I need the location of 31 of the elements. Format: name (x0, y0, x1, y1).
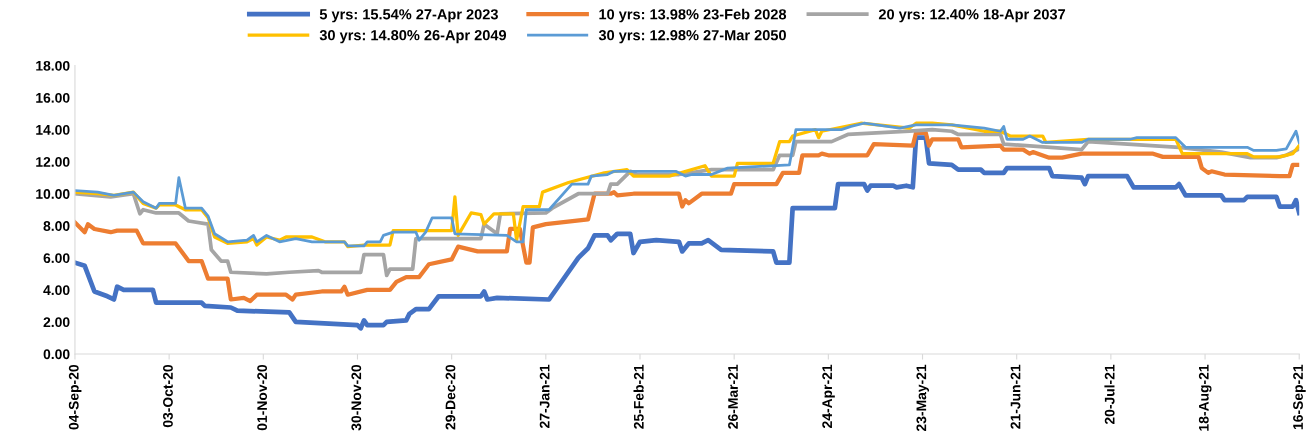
x-tick-label: 30-Nov-20 (351, 364, 362, 431)
y-tick-label: 14.00 (36, 124, 70, 135)
x-tick-label: 23-May-21 (916, 364, 929, 432)
x-tick-label: 21-Jun-21 (1010, 364, 1021, 429)
y-tick-label: 18.00 (36, 60, 70, 71)
x-tick-label: 04-Sep-20 (68, 364, 82, 430)
y-tick-label: 2.00 (43, 317, 70, 328)
x-tick-label: 03-Oct-20 (163, 364, 173, 428)
legend-label: 30 yrs: 12.98% 27-Mar 2050 (598, 30, 786, 44)
legend-label: 10 yrs: 13.98% 23-Feb 2028 (599, 8, 787, 23)
y-tick-label: 0.00 (43, 349, 70, 360)
x-tick-label: 20-Jul-21 (1104, 364, 1115, 425)
y-tick-label: 10.00 (36, 189, 70, 199)
x-tick-label: 26-Mar-21 (728, 364, 738, 429)
x-tick-label: 29-Dec-20 (445, 364, 456, 430)
x-tick-label: 18-Aug-21 (1198, 364, 1212, 431)
legend-label: 5 yrs: 15.54% 27-Apr 2023 (319, 9, 498, 23)
legend-label: 30 yrs: 14.80% 26-Apr 2049 (319, 30, 507, 44)
x-tick-label: 25-Feb-21 (633, 364, 644, 429)
y-tick-label: 12.00 (36, 157, 70, 167)
y-tick-label: 8.00 (43, 221, 70, 231)
y-tick-label: 4.00 (43, 285, 70, 296)
x-tick-label: 01-Nov-20 (257, 364, 268, 431)
legend-label: 20 yrs: 12.40% 18-Apr 2037 (878, 9, 1066, 23)
x-tick-label: 16-Sep-21 (1293, 364, 1306, 430)
x-tick-label: 24-Apr-21 (822, 364, 835, 428)
line-series (74, 130, 1300, 304)
line-series (74, 135, 1300, 331)
y-tick-label: 16.00 (36, 92, 70, 103)
y-tick-label: 6.00 (43, 253, 70, 263)
x-tick-label: 27-Jan-21 (539, 364, 550, 428)
